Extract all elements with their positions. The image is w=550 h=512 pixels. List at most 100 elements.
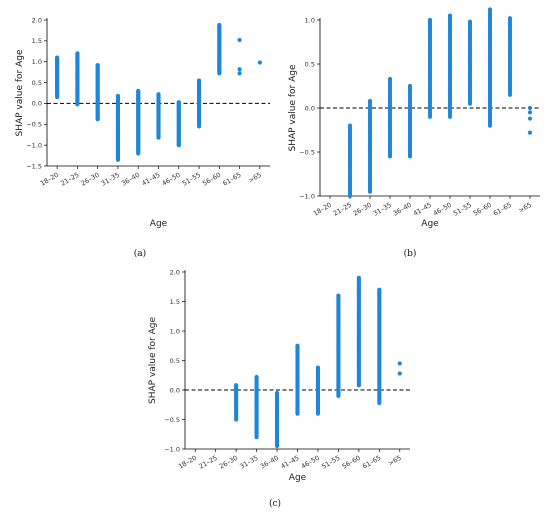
data-point — [75, 51, 80, 56]
series-51-55 — [196, 78, 202, 129]
data-point — [336, 293, 341, 298]
data-point — [527, 105, 533, 111]
x-tick-label: 21–25 — [59, 171, 80, 188]
y-tick-label: −0.5 — [299, 148, 315, 156]
series-18-20 — [55, 55, 60, 100]
series-41-45 — [427, 17, 433, 119]
data-point — [95, 62, 100, 68]
data-point — [115, 93, 121, 99]
data-point — [507, 16, 513, 21]
panel-label: (b) — [404, 248, 417, 259]
x-tick-label: 51–55 — [320, 454, 341, 471]
x-tick-label: >65 — [387, 454, 403, 468]
data-point — [356, 275, 361, 280]
series-51-55 — [467, 19, 473, 106]
x-tick-label: 18–20 — [177, 454, 198, 471]
chart-b: −1.0 −0.5 0.0 0.5 1.0 18–2021–2526–3031–3536–… — [288, 7, 540, 259]
x-tick-label: 18–20 — [312, 201, 333, 218]
y-tick-label: 1.0 — [32, 58, 42, 66]
series-36-40 — [407, 83, 413, 159]
data-point — [254, 374, 259, 380]
x-tick-label: 46–50 — [300, 454, 321, 471]
x-tick-label: 46–50 — [161, 171, 182, 188]
x-axis-label: Age — [150, 219, 168, 229]
data-point — [315, 365, 321, 370]
x-tick-label: >65 — [517, 201, 533, 215]
data-point — [257, 60, 262, 65]
series-56-60 — [217, 22, 222, 76]
series-21-25 — [347, 123, 353, 199]
y-tick-label: −1.0 — [164, 445, 180, 453]
series-41-45 — [156, 92, 161, 140]
data-point — [487, 7, 493, 12]
x-tick-label: 51–55 — [181, 171, 202, 188]
series-56-60 — [487, 7, 493, 128]
data-point — [527, 110, 533, 115]
chart-a: −1.5 −1.0 −0.5 0.0 0.5 1.0 1.5 2.0 18–20 21–25 26–… — [15, 16, 270, 259]
panel-label: (a) — [134, 248, 146, 259]
data-point — [527, 116, 533, 121]
x-tick-label: 36–40 — [120, 171, 141, 188]
y-tick-label: 0.5 — [305, 60, 315, 68]
y-tick-label: −1.0 — [299, 192, 315, 200]
series-46-50 — [315, 365, 321, 416]
data-point — [527, 130, 533, 135]
series-46-50 — [176, 100, 181, 148]
x-tick-label: 21–25 — [332, 201, 353, 218]
series-41-45 — [295, 343, 300, 416]
series-61-65 — [377, 287, 382, 406]
data-point — [136, 88, 141, 94]
data-point — [377, 287, 382, 292]
series-21-25 — [75, 51, 80, 107]
data-point — [467, 19, 473, 24]
panel-label: (c) — [269, 498, 281, 509]
x-tick-label: 26–30 — [80, 171, 101, 188]
x-tick-label: >65 — [247, 171, 263, 185]
x-tick-label: 36–40 — [259, 454, 280, 471]
x-tick-label: 56–60 — [201, 171, 222, 188]
x-tick-label: 26–30 — [218, 454, 239, 471]
series-36-40 — [136, 88, 141, 156]
y-tick-label: 1.0 — [305, 16, 315, 24]
x-tick-label: 21–25 — [198, 454, 219, 471]
x-axis-label: Age — [421, 219, 439, 229]
data-point — [176, 100, 181, 105]
series-31-35 — [387, 76, 393, 159]
y-tick-label: −1.5 — [26, 162, 42, 170]
x-tick-label: 31–35 — [238, 454, 259, 471]
x-tick-label: 46–50 — [432, 201, 453, 218]
y-tick-label: −1.0 — [26, 141, 42, 149]
data-point — [234, 383, 239, 388]
x-tick-label: 61–65 — [492, 201, 513, 218]
data-point — [347, 123, 353, 128]
y-tick-label: 0.0 — [170, 386, 180, 394]
y-tick-label: 1.5 — [170, 298, 180, 306]
data-point — [237, 37, 242, 43]
x-tick-label: 61–65 — [221, 171, 242, 188]
chart-c: −1.0 −0.5 0.0 0.5 1.0 1.5 2.0 18–20 21–25 26–30 31… — [148, 268, 410, 509]
data-point — [447, 13, 453, 18]
x-tick-label: 31–35 — [372, 201, 393, 218]
y-tick-label: 2.0 — [32, 16, 42, 24]
data-point — [196, 78, 202, 83]
y-axis-label: SHAP value for Age — [288, 64, 298, 151]
x-tick-label: 51–55 — [452, 201, 473, 218]
series-31-35 — [254, 374, 259, 440]
series-26-30 — [234, 383, 239, 422]
y-tick-label: −0.5 — [26, 121, 42, 129]
y-axis-label: SHAP value for Age — [148, 317, 158, 404]
x-axis-label: Age — [289, 473, 307, 483]
x-tick-label: 56–60 — [472, 201, 493, 218]
data-point — [217, 22, 222, 28]
series-46-50 — [447, 13, 453, 119]
x-tick-label: 18–20 — [39, 171, 60, 188]
x-tick-label: 41–45 — [412, 201, 433, 218]
series-36-40 — [274, 390, 280, 449]
y-tick-label: 0.0 — [32, 100, 42, 108]
data-point — [387, 76, 393, 82]
x-tick-label: 56–60 — [341, 454, 362, 471]
series-over-65 — [257, 60, 262, 65]
data-point — [295, 343, 300, 348]
data-point — [367, 98, 373, 104]
